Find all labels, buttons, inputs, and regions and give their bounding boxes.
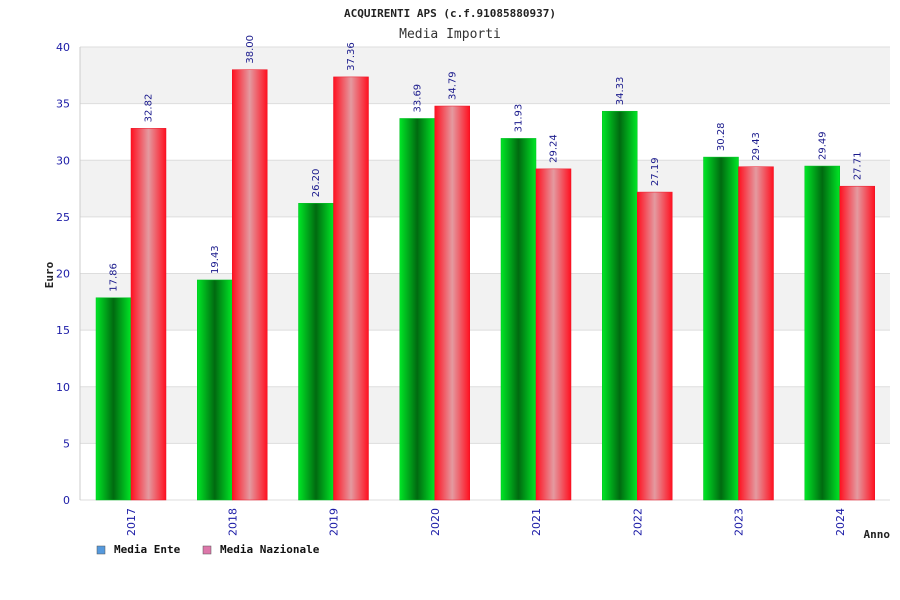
data-label-media-ente: 17.86 xyxy=(109,263,120,292)
bar-media-nazionale xyxy=(535,168,572,501)
y-tick-label: 15 xyxy=(56,324,70,337)
x-tick-label: 2021 xyxy=(530,508,543,536)
data-label-media-ente: 33.69 xyxy=(412,84,423,113)
chart-subtitle: Media Importi xyxy=(399,27,501,42)
x-tick-label: 2024 xyxy=(834,508,847,536)
bar-media-ente xyxy=(95,297,132,501)
bar-media-ente xyxy=(500,138,537,501)
y-tick-label: 25 xyxy=(56,211,70,224)
bar-media-ente xyxy=(298,203,334,501)
legend-label-media-nazionale: Media Nazionale xyxy=(220,543,320,556)
bar-media-ente xyxy=(804,165,840,501)
bar-media-nazionale xyxy=(130,128,167,501)
data-label-media-nazionale: 32.82 xyxy=(144,94,155,123)
y-axis: 0 5 10 15 20 25 30 35 40 xyxy=(56,41,70,507)
x-tick-label: 2020 xyxy=(429,508,442,536)
data-label-media-ente: 34.33 xyxy=(615,77,626,106)
x-tick-label: 2022 xyxy=(631,508,644,536)
bar-media-ente xyxy=(197,279,233,501)
y-tick-label: 10 xyxy=(56,381,70,394)
x-axis-label: Anno xyxy=(864,528,891,541)
data-label-media-nazionale: 29.43 xyxy=(751,132,762,161)
data-label-media-nazionale: 27.19 xyxy=(650,157,661,186)
x-tick-label: 2019 xyxy=(328,508,341,536)
bar-media-ente xyxy=(602,110,638,501)
bar-media-nazionale xyxy=(839,185,875,501)
y-tick-label: 35 xyxy=(56,98,70,111)
y-axis-label: Euro xyxy=(43,261,56,288)
data-label-media-ente: 30.28 xyxy=(716,122,727,151)
data-label-media-nazionale: 29.24 xyxy=(549,134,560,163)
chart-title: ACQUIRENTI APS (c.f.91085880937) xyxy=(344,7,556,20)
bar-media-nazionale xyxy=(738,166,774,501)
y-tick-label: 40 xyxy=(56,41,70,54)
x-tick-label: 2017 xyxy=(125,508,138,536)
y-tick-label: 0 xyxy=(63,494,70,507)
x-tick-label: 2023 xyxy=(733,508,746,536)
x-tick-label: 2018 xyxy=(226,508,239,536)
bar-media-nazionale xyxy=(637,191,673,501)
y-tick-label: 5 xyxy=(63,437,70,450)
bar-media-ente xyxy=(703,156,739,501)
bar-media-ente xyxy=(399,118,435,501)
data-label-media-nazionale: 27.71 xyxy=(852,152,863,181)
data-label-media-ente: 19.43 xyxy=(210,245,221,274)
x-axis: 2017 2018 2019 2020 2021 2022 2023 2024 xyxy=(125,508,847,536)
data-label-media-nazionale: 38.00 xyxy=(245,35,256,64)
data-label-media-ente: 26.20 xyxy=(311,169,322,198)
data-label-media-ente: 29.49 xyxy=(817,131,828,160)
bar-media-nazionale xyxy=(333,76,369,501)
legend-swatch-media-nazionale xyxy=(202,545,212,555)
y-tick-label: 20 xyxy=(56,268,70,281)
legend: Media Ente Media Nazionale xyxy=(96,543,320,556)
plot-band xyxy=(80,47,890,104)
legend-label-media-ente: Media Ente xyxy=(114,543,181,556)
bar-media-nazionale xyxy=(232,69,268,501)
data-label-media-nazionale: 37.36 xyxy=(346,42,357,71)
legend-swatch-media-ente xyxy=(96,545,106,555)
bars: 17.86 32.82 19.43 38.00 26.20 37.36 33.69 34.79… xyxy=(95,35,875,501)
data-label-media-nazionale: 34.79 xyxy=(447,71,458,100)
data-label-media-ente: 31.93 xyxy=(514,104,525,133)
bar-media-nazionale xyxy=(434,105,470,501)
y-tick-label: 30 xyxy=(56,154,70,167)
